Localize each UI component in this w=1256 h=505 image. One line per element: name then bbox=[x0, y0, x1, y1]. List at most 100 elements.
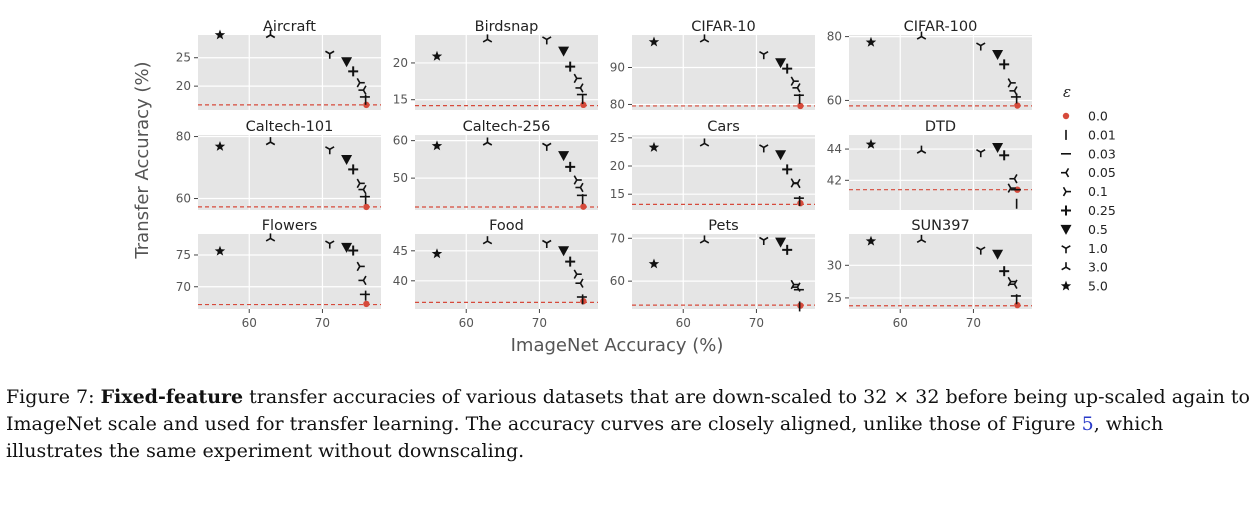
data-point-eps-0-0 bbox=[580, 203, 587, 210]
legend-marker-0-25 bbox=[1061, 205, 1071, 216]
data-point-eps-0-1 bbox=[573, 269, 582, 279]
figure-canvas: 20 25 Aircraft 15 20 Birdsnap 80 90 CIFAR-10 60 80… bbox=[132, 19, 1116, 356]
data-point-eps-5-0 bbox=[648, 258, 660, 269]
panel-background bbox=[849, 135, 1032, 210]
legend-title: ε bbox=[1063, 83, 1071, 101]
y-tick-label: 15 bbox=[393, 93, 408, 107]
figure-ref-link[interactable]: 5 bbox=[1081, 413, 1094, 435]
data-point-eps-0-1 bbox=[356, 178, 365, 189]
panel-background bbox=[198, 135, 381, 210]
caption-label: Figure 7: bbox=[6, 386, 101, 408]
data-point-eps-3-0 bbox=[265, 30, 276, 39]
panel-grid: 20 25 Aircraft 15 20 Birdsnap 80 90 CIFAR-10 60 80… bbox=[176, 19, 1032, 330]
data-point-eps-3-0 bbox=[916, 31, 927, 40]
y-tick-label: 60 bbox=[393, 134, 408, 148]
data-point-eps-5-0 bbox=[431, 248, 443, 259]
data-point-eps-5-0 bbox=[431, 140, 443, 151]
data-point-eps-3-0 bbox=[916, 234, 927, 244]
panel-background bbox=[632, 234, 815, 309]
y-tick-label: 20 bbox=[393, 56, 408, 70]
data-point-eps-0-0 bbox=[1014, 102, 1021, 109]
legend: ε 0.0 0.01 0.03 0.05 0.1 0.25 0.5 1.0 3.0 5.0 bbox=[1060, 83, 1116, 294]
panel-background bbox=[415, 234, 598, 309]
data-point-eps-3-0 bbox=[916, 145, 927, 154]
legend-label: 0.0 bbox=[1088, 109, 1108, 124]
legend-label: 0.25 bbox=[1088, 203, 1116, 218]
y-tick-label: 80 bbox=[176, 130, 191, 144]
legend-marker-0-5 bbox=[1060, 224, 1072, 235]
panel-title: CIFAR-100 bbox=[904, 19, 978, 35]
data-point-eps-0-05 bbox=[358, 184, 367, 195]
x-tick-label: 60 bbox=[893, 316, 908, 330]
y-tick-label: 80 bbox=[827, 30, 842, 44]
data-point-eps-3-0 bbox=[482, 236, 493, 245]
data-point-eps-0-05 bbox=[358, 275, 367, 286]
data-point-eps-0-25 bbox=[348, 66, 359, 77]
data-point-eps-0-05 bbox=[792, 83, 801, 93]
y-tick-label: 50 bbox=[393, 171, 408, 185]
data-point-eps-5-0 bbox=[648, 36, 660, 47]
y-tick-label: 70 bbox=[176, 280, 191, 294]
y-tick-label: 30 bbox=[827, 258, 842, 272]
x-tick-label: 70 bbox=[749, 316, 764, 330]
data-point-eps-5-0 bbox=[214, 245, 226, 256]
y-tick-label: 25 bbox=[610, 131, 625, 145]
legend-label: 0.03 bbox=[1088, 146, 1116, 161]
data-point-eps-0-5 bbox=[992, 49, 1004, 60]
data-point-eps-1-0 bbox=[976, 148, 986, 158]
data-point-eps-3-0 bbox=[482, 34, 493, 43]
panel-caltech-101: 60 80 Caltech-101 bbox=[176, 119, 381, 211]
panel-background bbox=[198, 35, 381, 110]
data-point-eps-0-0 bbox=[363, 203, 370, 211]
legend-marker-1-0 bbox=[1061, 245, 1071, 254]
panel-aircraft: 20 25 Aircraft bbox=[176, 19, 381, 110]
y-tick-label: 25 bbox=[176, 51, 191, 65]
data-point-eps-1-0 bbox=[325, 50, 335, 59]
data-point-eps-0-25 bbox=[565, 161, 576, 172]
panel-pets: 60 70 60 70 Pets bbox=[610, 218, 815, 330]
data-point-eps-0-5 bbox=[775, 150, 787, 161]
legend-label: 3.0 bbox=[1088, 260, 1108, 275]
caption-text-2: , which illustrates the same experiment … bbox=[6, 413, 1164, 462]
y-tick-label: 44 bbox=[827, 142, 842, 156]
caption-text-1: transfer accuracies of various datasets … bbox=[6, 386, 1250, 435]
panel-title: CIFAR-10 bbox=[691, 19, 756, 35]
panel-cifar-10: 80 90 CIFAR-10 bbox=[610, 19, 815, 111]
panel-cifar-100: 60 80 CIFAR-100 bbox=[827, 19, 1032, 110]
data-point-eps-0-5 bbox=[341, 154, 353, 165]
legend-label: 5.0 bbox=[1088, 279, 1108, 294]
panel-title: Aircraft bbox=[263, 19, 316, 35]
panel-title: Cars bbox=[707, 119, 740, 135]
data-point-eps-0-1 bbox=[790, 279, 799, 290]
data-point-eps-5-0 bbox=[214, 141, 226, 151]
y-tick-label: 60 bbox=[610, 274, 625, 288]
panel-flowers: 70 75 60 70 Flowers bbox=[176, 218, 381, 330]
y-tick-label: 25 bbox=[827, 291, 842, 305]
data-point-eps-1-0 bbox=[325, 146, 335, 155]
y-tick-label: 20 bbox=[610, 159, 625, 173]
data-point-eps-0-05 bbox=[575, 278, 584, 288]
data-point-eps-5-0 bbox=[865, 36, 877, 47]
data-point-eps-5-0 bbox=[865, 138, 877, 149]
panel-title: Pets bbox=[708, 218, 738, 234]
data-point-eps-3-0 bbox=[699, 34, 710, 43]
data-point-eps-0-0 bbox=[797, 102, 804, 110]
data-point-eps-0-5 bbox=[341, 57, 353, 68]
panel-caltech-256: 50 60 Caltech-256 bbox=[393, 119, 598, 210]
panel-food: 40 45 60 70 Food bbox=[393, 218, 598, 330]
panel-cars: 15 20 25 Cars bbox=[610, 119, 815, 210]
data-point-eps-5-0 bbox=[648, 141, 660, 152]
data-point-eps-0-5 bbox=[992, 143, 1004, 153]
data-point-eps-0-1 bbox=[573, 73, 582, 84]
data-point-eps-0-25 bbox=[348, 245, 359, 256]
data-point-eps-0-25 bbox=[782, 244, 793, 255]
data-point-eps-0-0 bbox=[580, 101, 587, 109]
figure-caption: Figure 7: Fixed-feature transfer accurac… bbox=[6, 384, 1250, 465]
panel-background bbox=[632, 35, 815, 110]
y-tick-label: 60 bbox=[827, 93, 842, 107]
data-point-eps-0-0 bbox=[363, 300, 370, 308]
y-tick-label: 80 bbox=[610, 97, 625, 111]
data-point-eps-0-1 bbox=[1007, 78, 1016, 88]
data-point-eps-0-5 bbox=[992, 249, 1004, 260]
legend-label: 0.5 bbox=[1088, 222, 1108, 237]
